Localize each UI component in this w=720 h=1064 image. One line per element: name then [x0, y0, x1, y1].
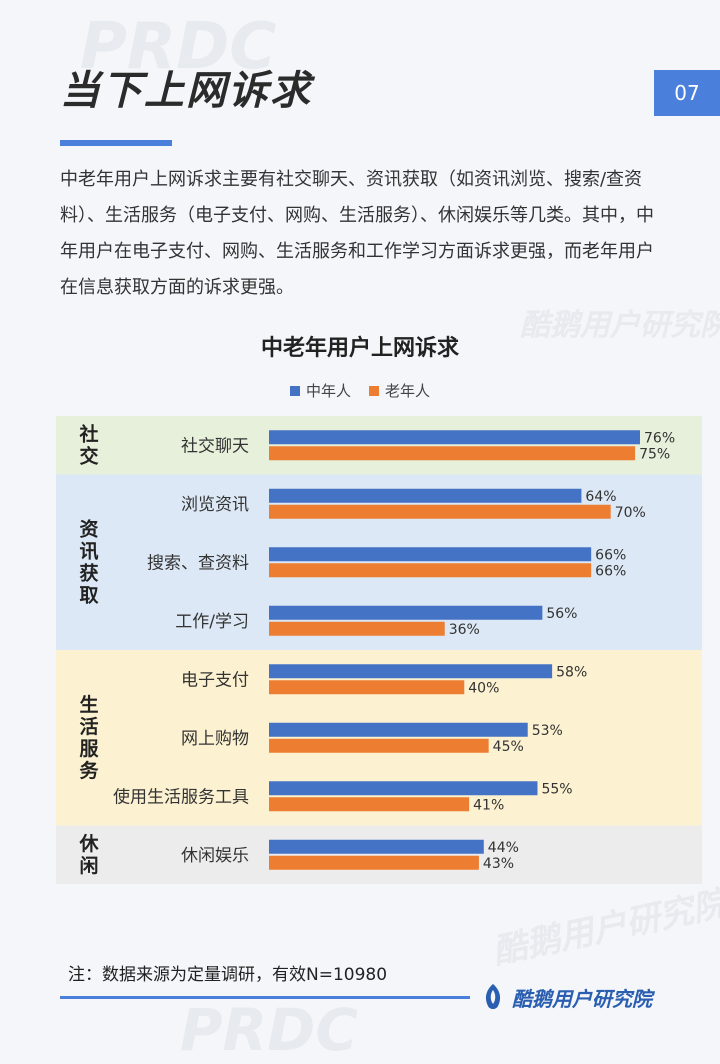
bar-elderly: [269, 504, 611, 519]
chart-title: 中老年用户上网诉求: [260, 336, 459, 361]
footer-divider: [60, 996, 470, 999]
data-label: 55%: [541, 781, 572, 797]
bar-middle-aged: [269, 605, 543, 620]
category-label: 网上购物: [181, 729, 249, 749]
data-label: 70%: [615, 505, 646, 521]
legend-swatch-elderly: [369, 385, 379, 396]
goose-logo-icon: [485, 984, 501, 1009]
data-label: 56%: [546, 606, 577, 622]
bar-elderly: [269, 563, 592, 578]
category-label: 使用生活服务工具: [113, 786, 249, 807]
bar-middle-aged: [269, 488, 582, 503]
data-label: 66%: [595, 547, 626, 563]
data-label: 76%: [644, 430, 675, 446]
data-label: 44%: [488, 840, 519, 856]
bar-elderly: [269, 621, 445, 636]
data-label: 41%: [473, 797, 504, 813]
bar-elderly: [269, 738, 489, 753]
group-label: 获: [79, 561, 98, 584]
data-label: 53%: [532, 723, 563, 739]
footnote: 注：数据来源为定量调研，有效N=10980: [68, 965, 388, 985]
data-label: 58%: [556, 664, 587, 680]
logo-text: 酷鹅用户研究院: [512, 986, 652, 1011]
legend-label-elderly: 老年人: [385, 382, 431, 400]
group-label: 交: [79, 444, 98, 467]
data-label: 43%: [483, 856, 514, 872]
group-label: 取: [79, 584, 98, 606]
group-label: 资: [79, 517, 98, 540]
data-label: 40%: [468, 680, 499, 696]
category-label: 浏览资讯: [181, 495, 249, 515]
bar-middle-aged: [269, 781, 538, 796]
bar-elderly: [269, 680, 465, 695]
group-label: 务: [79, 759, 99, 782]
category-label: 工作/学习: [175, 612, 249, 632]
group-band: [56, 650, 702, 826]
legend-item-elderly: 老年人: [369, 380, 430, 401]
group-band: [56, 416, 702, 475]
data-label: 75%: [639, 446, 670, 462]
bar-middle-aged: [269, 547, 592, 562]
group-label: 服: [79, 738, 99, 760]
bar-middle-aged: [269, 722, 528, 737]
category-label: 搜索、查资料: [147, 553, 249, 573]
page-number-badge: 07: [654, 70, 720, 116]
bar-middle-aged: [269, 664, 553, 679]
bar-middle-aged: [269, 430, 640, 445]
category-label: 休闲娱乐: [181, 846, 249, 866]
legend-item-middle-aged: 中年人: [289, 380, 351, 401]
category-label: 社交聊天: [181, 436, 249, 456]
bar-elderly: [269, 446, 636, 461]
page-title: 当下上网诉求: [60, 68, 312, 114]
bar-middle-aged: [269, 839, 484, 854]
legend-label-middle-aged: 中年人: [305, 382, 351, 400]
data-label: 66%: [595, 563, 626, 579]
bar-elderly: [269, 797, 470, 812]
data-label: 64%: [585, 489, 616, 505]
group-band: [56, 825, 702, 884]
data-label: 45%: [493, 739, 524, 755]
title-underline: [60, 140, 172, 146]
group-label: 休: [78, 833, 99, 855]
intro-paragraph: 中老年用户上网诉求主要有社交聊天、资讯获取（如资讯浏览、搜索/查资料）、生活服务…: [60, 169, 654, 298]
group-label: 生: [79, 693, 98, 716]
group-label: 闲: [79, 854, 98, 877]
group-band: [56, 474, 702, 650]
brand-logo: 酷鹅用户研究院: [480, 982, 652, 1012]
bar-elderly: [269, 855, 479, 870]
group-label: 活: [79, 715, 98, 738]
group-label: 社: [78, 422, 98, 445]
category-label: 电子支付: [181, 670, 249, 690]
chart-legend: 中年人 老年人: [0, 380, 720, 401]
data-label: 36%: [449, 622, 480, 638]
legend-swatch-middle-aged: [289, 385, 300, 396]
group-label: 讯: [79, 540, 98, 562]
